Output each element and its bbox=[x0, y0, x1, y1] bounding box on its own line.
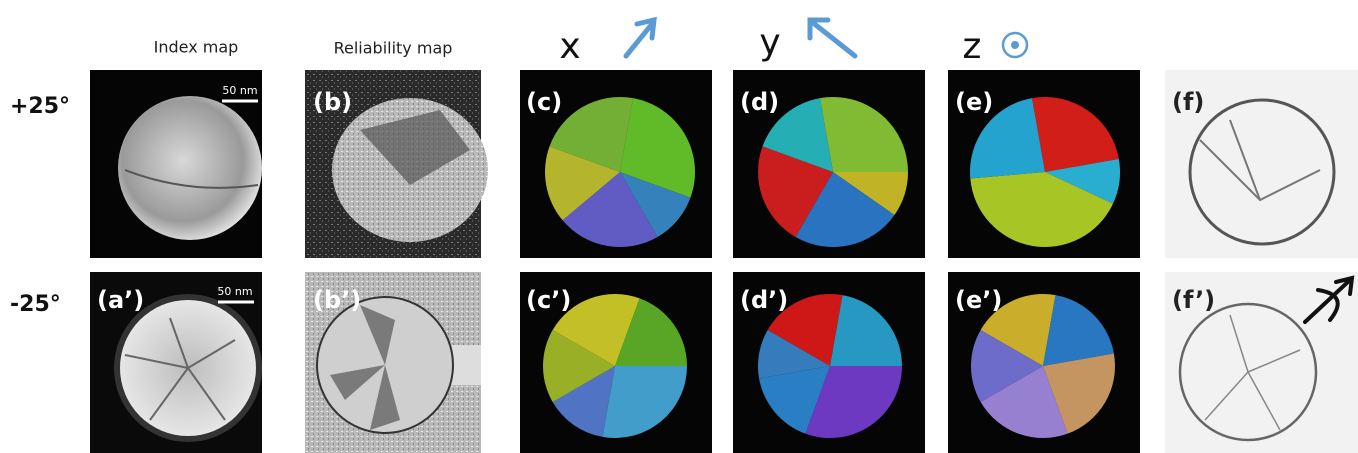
axis-label: z bbox=[963, 26, 982, 67]
scale-bar-label: 50 nm bbox=[222, 84, 257, 97]
panels bbox=[90, 70, 1358, 453]
panel-label: (d’) bbox=[740, 286, 788, 314]
panel-label: (f) bbox=[1172, 88, 1204, 116]
panel-label: (e’) bbox=[955, 286, 1002, 314]
column-header: Index map bbox=[154, 38, 239, 57]
row-label: +25° bbox=[10, 94, 70, 119]
row-label: -25° bbox=[10, 292, 61, 317]
scale-bar-label: 50 nm bbox=[217, 285, 252, 298]
panel-label: (b’) bbox=[313, 286, 361, 314]
figure: Index map Reliability map x y z +25° -25… bbox=[0, 0, 1358, 453]
panel-label: (f’) bbox=[1172, 286, 1215, 314]
panel-label: (b) bbox=[313, 88, 352, 116]
panel-label: (e) bbox=[955, 88, 993, 116]
panel-label: (d) bbox=[740, 88, 779, 116]
column-header: Reliability map bbox=[334, 39, 453, 58]
panel-label: (a’) bbox=[97, 286, 144, 314]
particle bbox=[118, 96, 262, 240]
axis-label: y bbox=[759, 22, 780, 63]
axis-label: x bbox=[559, 26, 580, 67]
panel-label: (c) bbox=[526, 88, 562, 116]
panel-label: (c’) bbox=[526, 286, 571, 314]
